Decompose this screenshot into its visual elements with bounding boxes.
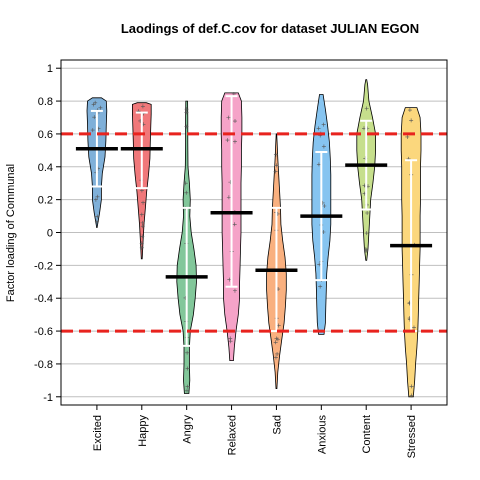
data-point: [185, 350, 190, 355]
data-point: [184, 190, 189, 195]
data-point: [140, 224, 145, 229]
violin-angry: [165, 100, 208, 394]
y-tick-label: -0.6: [34, 326, 53, 338]
data-point: [93, 197, 98, 202]
data-point: [409, 118, 414, 123]
y-tick-label: 0.6: [38, 129, 53, 141]
data-point: [322, 203, 327, 208]
data-point: [321, 144, 326, 149]
violin-excited: [75, 97, 118, 228]
y-tick-label: -0.4: [34, 293, 53, 305]
y-tick-label: -0.2: [34, 260, 53, 272]
data-point: [321, 122, 326, 127]
data-point: [225, 138, 230, 143]
x-tick-label: Angry: [182, 415, 194, 444]
y-tick-label: -0.8: [34, 359, 53, 371]
data-point: [140, 104, 145, 109]
data-point: [273, 169, 278, 174]
violin-sad: [255, 133, 298, 389]
data-point: [409, 393, 414, 398]
data-point: [274, 163, 279, 168]
data-point: [364, 248, 369, 253]
data-point: [405, 134, 410, 139]
y-axis-label: Factor loading of Communal: [5, 164, 17, 302]
x-axis: Excited Happy Angry Relaxed Sad Anxious Conten…: [92, 405, 418, 458]
y-tick-label: -1: [43, 392, 53, 404]
data-point: [233, 119, 238, 124]
data-point: [95, 214, 100, 219]
data-point: [273, 340, 278, 345]
data-point: [275, 351, 280, 356]
y-axis: 1 0.8 0.6 0.4 0.2 0 -0.2 -0.4 -0.6 -0.8 -1: [34, 63, 61, 404]
data-point: [226, 115, 231, 120]
x-tick-label: Happy: [137, 415, 149, 447]
data-point: [92, 115, 97, 120]
data-point: [316, 162, 321, 167]
data-point: [228, 336, 233, 341]
data-point: [185, 388, 190, 393]
data-point: [318, 284, 323, 289]
reference-lines: [61, 132, 447, 333]
data-point: [140, 220, 145, 225]
grid-layer: [61, 67, 447, 398]
data-point: [95, 194, 100, 199]
data-point: [184, 124, 189, 129]
data-point: [232, 288, 237, 293]
data-point: [273, 355, 278, 360]
data-point: [409, 384, 414, 389]
data-point: [232, 139, 237, 144]
violin-relaxed: [210, 91, 253, 361]
data-point: [226, 195, 231, 200]
data-point: [98, 105, 103, 110]
data-point: [139, 245, 144, 250]
data-point: [184, 107, 189, 112]
data-point: [273, 152, 278, 157]
data-point: [94, 219, 99, 224]
violin-happy: [120, 102, 163, 260]
data-point: [185, 366, 190, 371]
data-point: [274, 336, 279, 341]
y-tick-label: 0.2: [38, 195, 53, 207]
violin-stressed: [390, 107, 433, 398]
data-point: [141, 200, 146, 205]
chart-title: Laodings of def.C.cov for dataset JULIAN…: [121, 21, 419, 36]
data-point: [364, 231, 369, 236]
data-point: [93, 100, 98, 105]
x-tick-label: Sad: [271, 415, 283, 435]
x-tick-label: Content: [361, 415, 373, 454]
data-point: [316, 126, 321, 131]
data-point: [364, 106, 369, 111]
data-point: [411, 325, 416, 330]
x-tick-label: Relaxed: [227, 415, 239, 455]
violin-layer: [75, 79, 433, 398]
data-point: [139, 241, 144, 246]
data-point: [183, 181, 188, 186]
y-tick-label: 0.8: [38, 96, 53, 108]
y-tick-label: 0: [47, 228, 53, 240]
data-point: [139, 212, 144, 217]
violin-anxious: [300, 94, 343, 335]
y-tick-label: 1: [47, 63, 53, 75]
data-point: [365, 211, 370, 216]
data-point: [185, 384, 190, 389]
data-point: [90, 128, 95, 133]
x-tick-label: Anxious: [316, 415, 328, 455]
violin-content: [345, 79, 388, 261]
data-point: [228, 339, 233, 344]
data-point: [139, 188, 144, 193]
y-tick-label: 0.4: [38, 162, 53, 174]
x-tick-label: Stressed: [406, 415, 418, 458]
data-point: [140, 234, 145, 239]
data-point: [232, 222, 237, 227]
x-tick-label: Excited: [92, 415, 104, 451]
data-point: [407, 108, 412, 113]
